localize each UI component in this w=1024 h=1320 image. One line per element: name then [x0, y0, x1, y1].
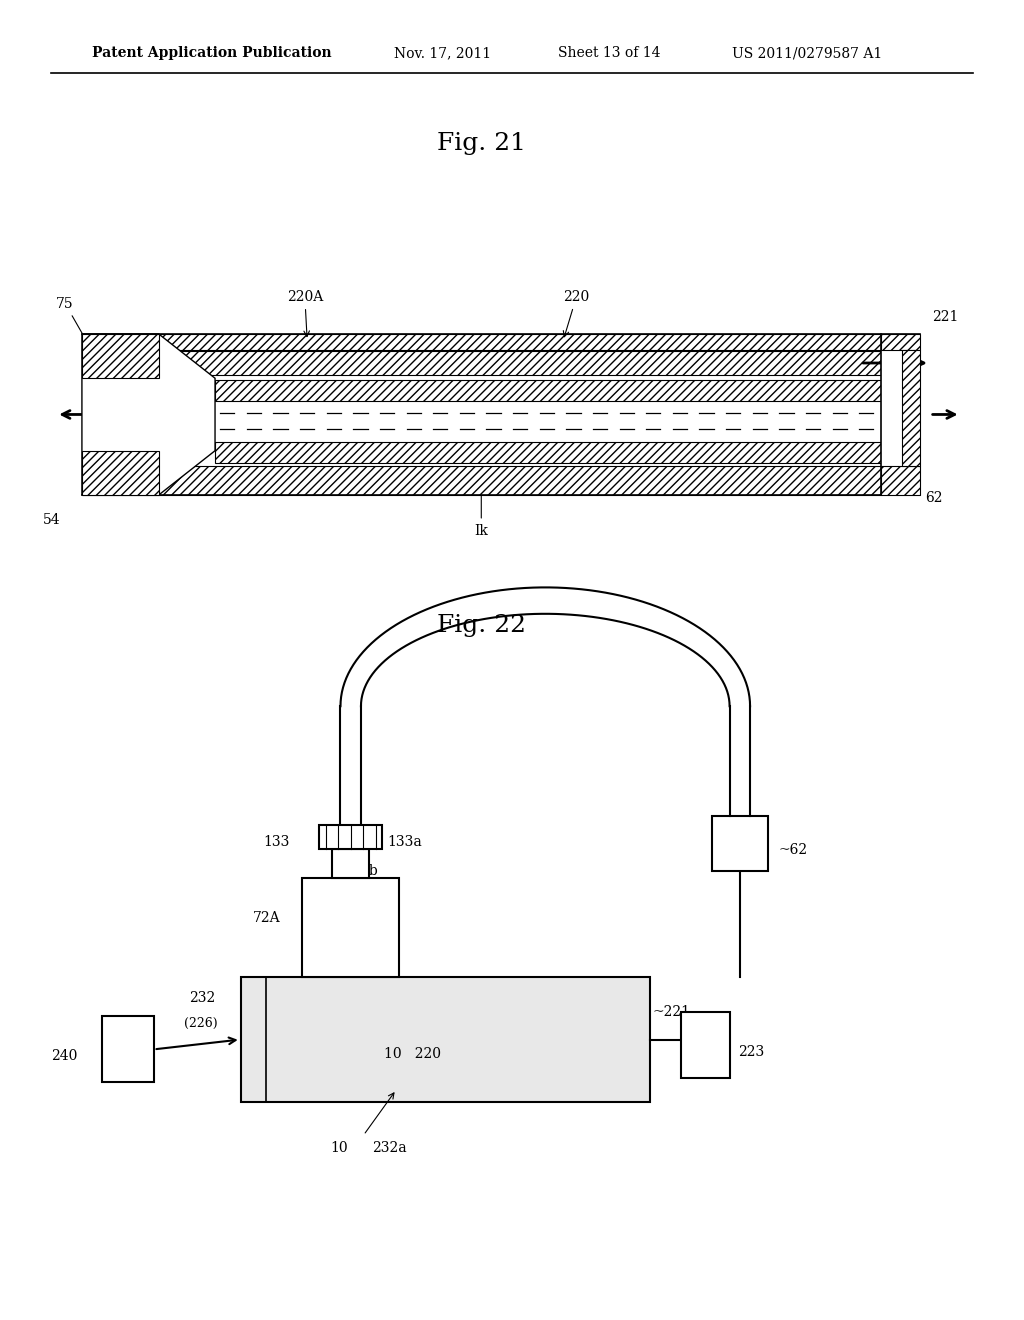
Bar [215, 442, 881, 463]
Text: ~62: ~62 [778, 843, 807, 857]
Bar [881, 334, 920, 350]
Text: ~232b: ~232b [332, 865, 378, 878]
Text: Ik: Ik [346, 911, 359, 925]
Text: 232a: 232a [372, 1142, 407, 1155]
Text: Sheet 13 of 14: Sheet 13 of 14 [558, 46, 660, 61]
Bar [332, 849, 370, 878]
Polygon shape [82, 334, 215, 495]
Text: 133a: 133a [387, 836, 422, 849]
Bar [881, 466, 920, 495]
Bar [82, 404, 881, 440]
Text: 72A: 72A [253, 911, 281, 925]
Bar [681, 1012, 730, 1078]
Text: 223: 223 [738, 1045, 765, 1059]
Text: 54: 54 [43, 513, 60, 527]
Bar [102, 1016, 154, 1082]
Text: 221: 221 [932, 310, 958, 323]
Text: US 2011/0279587 A1: US 2011/0279587 A1 [732, 46, 883, 61]
Text: 232: 232 [189, 991, 216, 1005]
Text: 220: 220 [563, 290, 590, 337]
Text: Fig. 22: Fig. 22 [437, 614, 525, 636]
Text: 75: 75 [56, 297, 86, 339]
Bar [82, 351, 881, 375]
Bar [82, 466, 881, 495]
Text: Fig. 21: Fig. 21 [437, 132, 525, 154]
Text: 240: 240 [51, 1049, 78, 1063]
Bar [215, 380, 881, 401]
Bar [902, 350, 920, 466]
Bar [319, 825, 382, 849]
Bar [881, 334, 920, 495]
Text: 133: 133 [263, 836, 290, 849]
Bar [82, 334, 159, 379]
Bar [82, 450, 159, 495]
Text: (226): (226) [184, 1016, 218, 1030]
Text: 10: 10 [331, 1142, 348, 1155]
Bar [82, 334, 881, 350]
Text: 10   220: 10 220 [384, 1047, 441, 1061]
Text: Patent Application Publication: Patent Application Publication [92, 46, 332, 61]
Bar [712, 816, 768, 871]
Text: 220A: 220A [287, 290, 323, 337]
Text: 62: 62 [925, 491, 942, 504]
Bar [241, 977, 650, 1102]
Text: Ik: Ik [474, 495, 488, 537]
Bar [302, 878, 399, 977]
Text: ~221: ~221 [652, 1005, 690, 1019]
Text: Nov. 17, 2011: Nov. 17, 2011 [394, 46, 492, 61]
